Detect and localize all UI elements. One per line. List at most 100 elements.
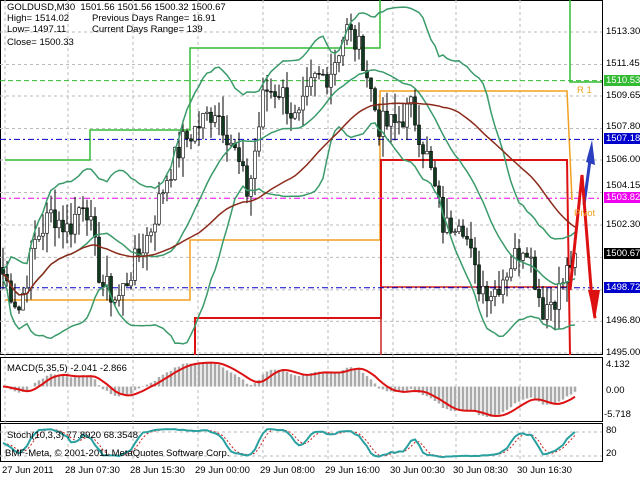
- candle-body: [301, 95, 305, 111]
- price-tag: 1498.72: [604, 281, 640, 293]
- candle-body: [241, 161, 245, 167]
- current-days-range: Current Days Range= 139: [92, 24, 203, 35]
- candle-body: [181, 131, 185, 159]
- candle-body: [33, 239, 37, 249]
- price-axis-label: 1506.00: [606, 154, 640, 166]
- candle-body: [265, 89, 269, 92]
- price-axis-label: 1511.45: [606, 58, 640, 70]
- candle-body: [313, 73, 317, 79]
- candle-body: [485, 285, 489, 302]
- time-axis-label: 29 Jun 16:00: [325, 465, 380, 476]
- candle-body: [157, 193, 161, 225]
- candle-body: [533, 256, 537, 290]
- candle-body: [117, 295, 121, 301]
- candle-body: [149, 231, 153, 236]
- candle-body: [553, 301, 557, 310]
- candle-body: [13, 301, 17, 308]
- candle-body: [397, 121, 401, 124]
- candle-body: [289, 113, 293, 119]
- candle-body: [177, 146, 181, 159]
- candle-body: [65, 223, 69, 233]
- price-axis-label: 1504.15: [606, 179, 640, 191]
- candle-body: [501, 279, 505, 295]
- candle-body: [453, 231, 457, 233]
- candle-body: [57, 219, 61, 229]
- candle-body: [521, 252, 525, 261]
- candle-body: [45, 212, 49, 234]
- candle-body: [165, 180, 169, 194]
- candle-body: [185, 131, 189, 140]
- candle-body: [309, 77, 313, 87]
- candle-body: [225, 134, 229, 146]
- candle-body: [497, 288, 501, 295]
- candle-body: [37, 235, 41, 240]
- candle-body: [317, 73, 321, 75]
- price-axis-label: 1496.80: [606, 315, 640, 327]
- candle-body: [329, 73, 333, 88]
- candle-body: [53, 209, 57, 229]
- previous-days-range: Previous Days Range= 16.91: [92, 13, 216, 24]
- candle-body: [285, 87, 289, 114]
- r2-level-line: [5, 0, 381, 161]
- time-axis-label: 30 Jun 08:30: [453, 465, 508, 476]
- candle-body: [389, 114, 393, 127]
- candle-body: [217, 115, 221, 117]
- candle-body: [205, 111, 209, 114]
- red-arrow-head-icon: [588, 290, 600, 320]
- time-axis-label: 27 Jun 2011: [2, 465, 54, 476]
- r2-level-line-today: [569, 0, 602, 83]
- candle-body: [273, 91, 277, 97]
- candle-body: [97, 236, 101, 283]
- candle-body: [365, 70, 369, 79]
- candle-body: [293, 112, 297, 119]
- candle-body: [161, 192, 165, 195]
- candle-body: [29, 248, 33, 289]
- candle-body: [101, 282, 105, 287]
- candle-body: [493, 288, 497, 297]
- candle-body: [333, 62, 337, 75]
- candle-body: [505, 276, 509, 281]
- time-axis-label: 29 Jun 00:00: [195, 465, 250, 476]
- candle-body: [133, 248, 137, 281]
- candle-body: [9, 280, 13, 303]
- candle-body: [481, 285, 485, 295]
- candle-body: [393, 114, 397, 123]
- candle-body: [321, 73, 325, 76]
- stoch-main-line: [2, 428, 576, 459]
- main-panel-frame: [0, 0, 603, 355]
- s1-level-line: [380, 286, 567, 355]
- candle-body: [325, 74, 329, 88]
- macd-axis-min: -5.718: [604, 409, 631, 420]
- moving-average: [2, 102, 576, 296]
- macd-label: MACD(5,35,5) -2.041 -2.866: [7, 363, 127, 374]
- close-value: Close= 1500.33: [7, 37, 74, 48]
- candle-body: [153, 223, 157, 233]
- candle-body: [201, 113, 205, 129]
- candle-body: [253, 150, 257, 179]
- candle-body: [89, 216, 93, 221]
- candle-body: [229, 142, 233, 146]
- candle-body: [349, 24, 353, 30]
- time-axis-label: 29 Jun 08:00: [260, 465, 315, 476]
- candle-body: [377, 109, 381, 137]
- candle-body: [81, 207, 85, 210]
- candle-body: [429, 150, 433, 169]
- stoch-label: Stoch(10,3,3) 77.8920 68.3548: [7, 430, 138, 441]
- candle-body: [489, 296, 493, 302]
- time-axis-label: 30 Jun 00:30: [390, 465, 445, 476]
- price-axis-label: 1513.30: [606, 26, 640, 37]
- candle-body: [221, 116, 225, 136]
- candle-body: [517, 248, 521, 261]
- macd-axis-zero: 0.00: [606, 385, 625, 396]
- stoch-panel-frame: [0, 423, 603, 462]
- candle-body: [433, 167, 437, 187]
- time-axis-label: 30 Jun 16:30: [517, 465, 572, 476]
- candle-body: [297, 109, 301, 114]
- candle-body: [169, 179, 173, 181]
- macd-axis-max: 4.132: [606, 359, 630, 370]
- candle-body: [261, 89, 265, 128]
- candle-body: [213, 115, 217, 123]
- r1-label: R 1: [577, 85, 592, 96]
- candle-body: [457, 225, 461, 232]
